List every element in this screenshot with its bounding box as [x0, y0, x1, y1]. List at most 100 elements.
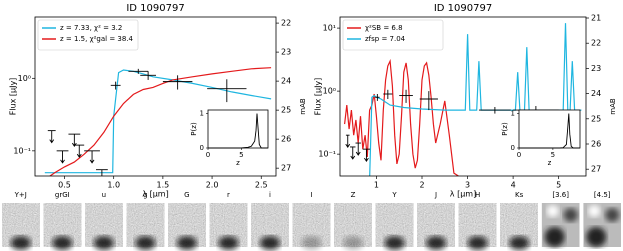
- cutout-label: H: [475, 191, 480, 199]
- inset-x-tick-label: 5: [551, 151, 555, 159]
- upper-limit-arrow: [60, 150, 65, 164]
- upper-limit-arrow: [89, 150, 95, 164]
- cutout-source: [546, 205, 559, 217]
- cutout-source: [467, 236, 488, 250]
- axes-frame: [339, 16, 587, 177]
- cutout-source: [544, 227, 565, 247]
- legend-label: z = 7.33, χ² = 3.2: [60, 24, 122, 32]
- upper-limit-arrow: [49, 130, 55, 144]
- y2-tick-label: 25: [281, 106, 291, 115]
- x-tick-label: 0.5: [58, 181, 71, 190]
- y-axis-label: Flux [μJy]: [314, 78, 323, 116]
- legend-label: χ²SB = 6.8: [365, 24, 403, 32]
- x-tick-label: 2: [419, 181, 424, 190]
- y-tick-label: 10⁰: [323, 87, 336, 96]
- cutout-label: Z: [351, 191, 356, 199]
- cutout-source: [384, 236, 405, 250]
- y2-tick-label: 23: [281, 48, 291, 57]
- cutout-label: G: [184, 191, 189, 199]
- y-tick-label: 10⁰: [18, 74, 31, 83]
- cutout-image: [168, 203, 206, 250]
- cutout-image: [334, 203, 372, 250]
- cutout-label: I: [310, 191, 312, 199]
- cutout-image: [43, 203, 82, 250]
- cutout-label: i: [269, 191, 271, 199]
- cutout-label: Y: [391, 191, 397, 199]
- inset-x-label: z: [236, 159, 240, 167]
- plot-area: [44, 67, 272, 176]
- chart-title: ID 1090797: [434, 3, 492, 14]
- upper-limit-arrow: [345, 135, 351, 148]
- inset-x-tick-label: 0: [517, 151, 521, 159]
- cutout-label: grGI: [55, 191, 70, 199]
- inset-x-tick-label: 0: [206, 151, 210, 159]
- cutout-image: [209, 203, 248, 250]
- y2-tick-label: 24: [281, 77, 291, 86]
- cutout-image: [85, 203, 123, 250]
- sed-line: [48, 67, 272, 176]
- x-tick-label: 5: [556, 181, 561, 190]
- sed-line: [344, 58, 459, 176]
- legend-box: [37, 19, 139, 51]
- cutout-image: [126, 203, 165, 250]
- y2-tick-label: 21: [591, 14, 601, 23]
- y-tick-label: 10¹: [323, 24, 336, 33]
- cutout-image: [375, 203, 414, 250]
- cutout-source: [176, 236, 197, 250]
- y2-tick-label: 22: [591, 39, 601, 48]
- cutout-label: Y+J: [14, 191, 27, 199]
- y2-tick-label: 23: [591, 64, 601, 73]
- y-tick-label: 10⁻¹: [318, 150, 336, 159]
- cutout-image: [251, 203, 289, 250]
- cutout-source: [426, 236, 447, 250]
- cutout-source: [605, 208, 620, 222]
- y2-axis-label: mAB: [299, 98, 307, 115]
- cutout-image: [500, 203, 538, 250]
- cutout-image: [292, 203, 331, 250]
- cutout-source: [259, 236, 280, 250]
- inset-y-label: P(z): [501, 122, 509, 136]
- upper-limit-arrow: [76, 145, 82, 158]
- cutout-source: [588, 205, 601, 217]
- x-axis-label: λ [μm]: [450, 190, 476, 199]
- cutout-label: u: [102, 191, 106, 199]
- cutout-label: [3.6]: [552, 191, 569, 199]
- legend-label: z = 1.5, χ²gal = 38.4: [60, 35, 134, 43]
- inset-x-label: z: [548, 159, 552, 167]
- y2-axis-label: mAB: [609, 98, 617, 115]
- upper-limit-arrow: [355, 143, 361, 156]
- cutout-label: [4.5]: [594, 191, 611, 199]
- cutout-source: [52, 236, 73, 250]
- legend-box: [342, 19, 444, 51]
- cutout-source: [301, 236, 322, 250]
- cutout-source: [563, 208, 578, 222]
- inset-y-label: P(z): [190, 122, 198, 136]
- upper-limit-arrow: [364, 149, 369, 162]
- cutout-image: [417, 203, 455, 250]
- plot-area: [344, 23, 582, 176]
- cutout-image: [541, 203, 580, 247]
- cutout-source: [509, 236, 530, 250]
- x-tick-label: 3: [465, 181, 470, 190]
- y2-tick-label: 26: [281, 135, 291, 144]
- upper-limit-arrow: [71, 134, 77, 147]
- cutout-source: [135, 236, 156, 250]
- y-tick-label: 10⁻¹: [13, 146, 31, 155]
- axes-frame: [34, 16, 277, 177]
- inset-y-tick-label: 1: [200, 109, 204, 117]
- x-tick-label: 1: [374, 181, 379, 190]
- x-tick-label: 1.0: [107, 181, 120, 190]
- y2-tick-label: 22: [281, 19, 291, 28]
- y2-tick-label: 26: [591, 139, 601, 148]
- inset-y-tick-label: 1: [511, 109, 515, 117]
- upper-limit-arrow: [350, 146, 356, 160]
- cutout-label: g: [143, 191, 147, 199]
- x-tick-label: 4: [511, 181, 516, 190]
- y-axis-label: Flux [μJy]: [9, 78, 18, 116]
- cutout-image: [2, 203, 40, 250]
- inset-y-tick-label: 0: [200, 144, 204, 152]
- cutout-source: [10, 236, 31, 250]
- x-axis-label: λ [μm]: [142, 190, 168, 199]
- cutout-image: [458, 203, 497, 250]
- cutout-image: [583, 203, 621, 247]
